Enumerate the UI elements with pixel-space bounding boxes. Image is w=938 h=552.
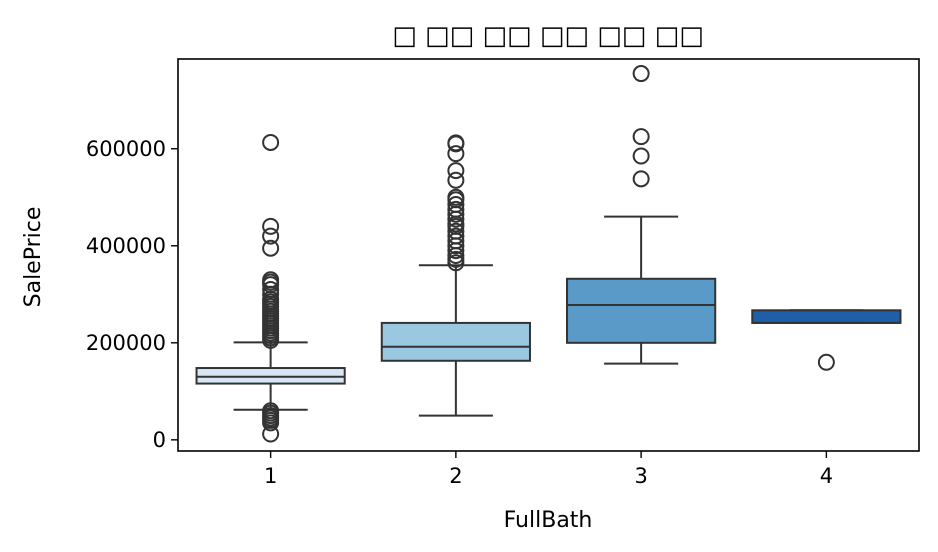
chart-title: □ □□ □□ □□ □□ □□ [392, 21, 704, 51]
outlier-point-2 [447, 242, 465, 260]
y-axis-label: SalePrice [21, 207, 46, 308]
outlier-point-4 [817, 353, 835, 371]
outlier-point-1 [262, 425, 280, 443]
y-tick-label: 0 [153, 428, 166, 452]
outlier-point-2 [447, 135, 465, 153]
box-3 [566, 277, 717, 344]
outlier-point-1 [262, 331, 280, 349]
outlier-point-2 [447, 145, 465, 163]
outlier-point-3 [632, 128, 650, 146]
outlier-point-2 [447, 237, 465, 255]
outlier-point-2 [447, 162, 465, 180]
outlier-point-1 [262, 217, 280, 235]
y-tick-label: 400000 [86, 234, 166, 258]
x-axis-label: FullBath [504, 508, 593, 533]
plot-area: 0 200000 400000 600000 1 2 3 4 [86, 65, 902, 488]
outlier-point-2 [447, 210, 465, 228]
x-tick-label: 4 [820, 464, 833, 488]
outlier-point-2 [447, 171, 465, 189]
outlier-point-3 [632, 170, 650, 188]
outlier-point-1 [262, 414, 280, 432]
outlier-point-1 [262, 239, 280, 257]
y-tick-label: 200000 [86, 331, 166, 355]
outlier-point-3 [632, 65, 650, 83]
plot-frame [177, 58, 920, 452]
x-tick-label: 1 [264, 464, 277, 488]
outlier-point-1 [262, 133, 280, 151]
outlier-point-3 [632, 147, 650, 165]
box-4 [751, 309, 902, 324]
y-tick-label: 600000 [86, 137, 166, 161]
outlier-point-2 [447, 254, 465, 272]
box-2 [380, 321, 531, 362]
outlier-point-1 [262, 227, 280, 245]
x-tick-label: 3 [634, 464, 647, 488]
x-tick-label: 2 [449, 464, 462, 488]
outlier-point-2 [447, 205, 465, 223]
